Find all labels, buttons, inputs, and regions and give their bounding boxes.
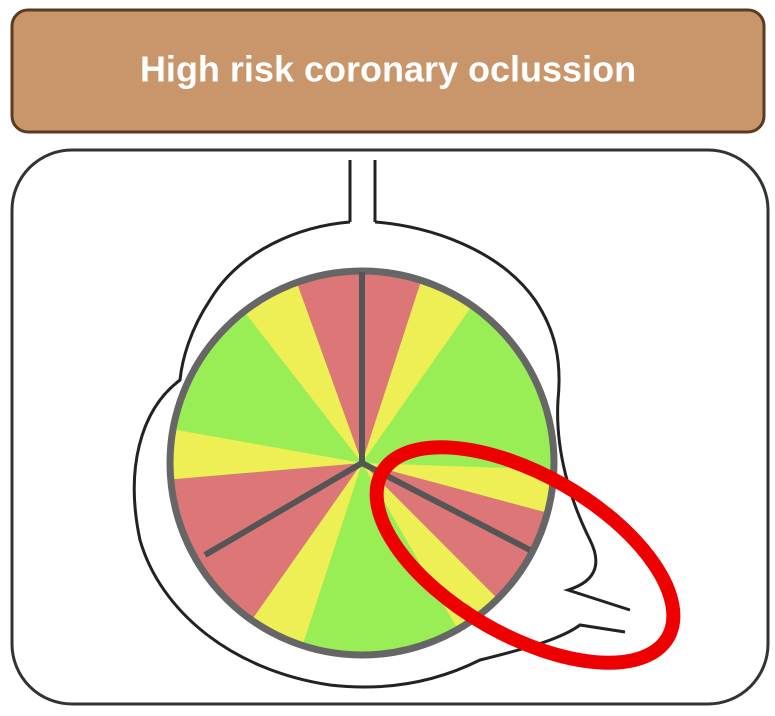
diagram: High risk coronary oclussion xyxy=(0,0,775,711)
title: High risk coronary oclussion xyxy=(140,49,636,90)
